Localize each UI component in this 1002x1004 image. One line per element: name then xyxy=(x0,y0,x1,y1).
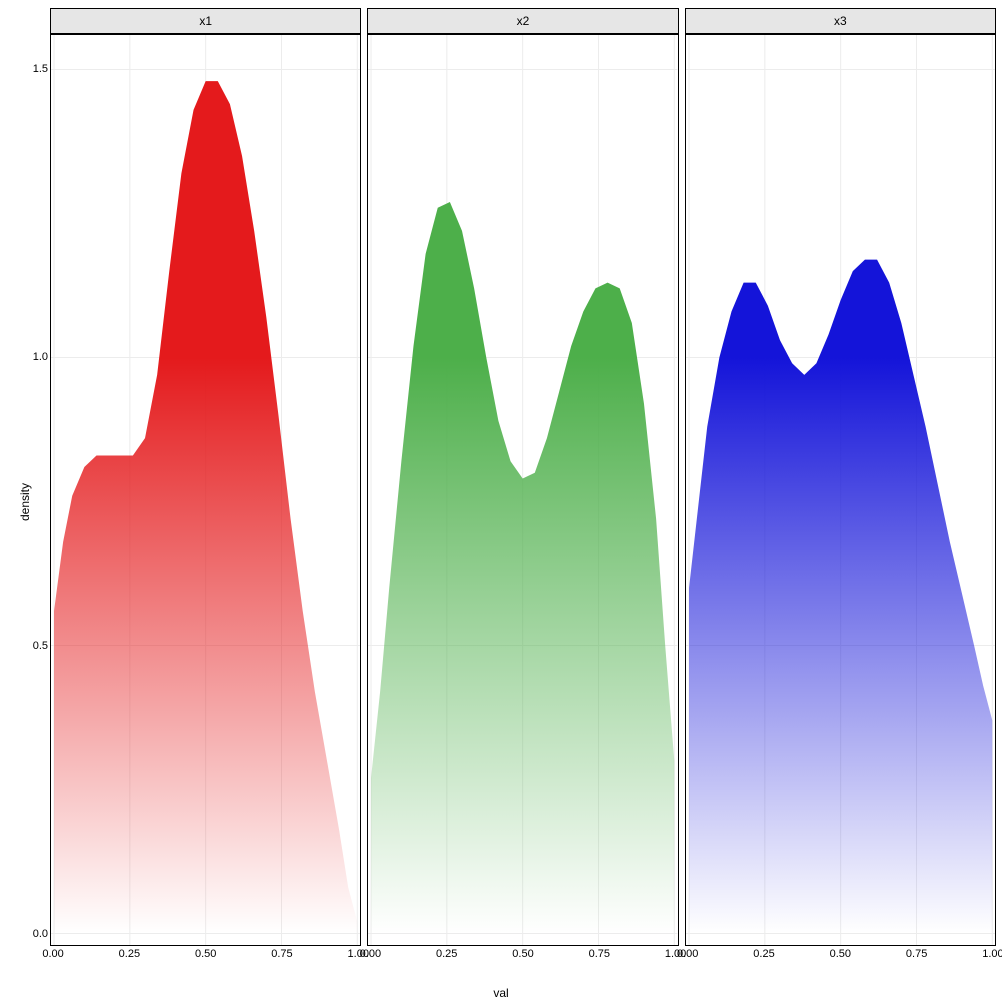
x-tick-label: 0.25 xyxy=(119,948,140,960)
x-tick-label: 0.75 xyxy=(589,948,610,960)
facet-panel: x20.000.250.500.751.00 xyxy=(367,8,678,964)
x-tick-label: 0.25 xyxy=(753,948,774,960)
plot-area xyxy=(685,34,996,946)
facet-panel: x10.000.250.500.751.00 xyxy=(50,8,361,964)
facet-strip: x3 xyxy=(685,8,996,34)
y-tick-label: 1.5 xyxy=(33,63,48,75)
x-tick-label: 0.25 xyxy=(436,948,457,960)
density-fill xyxy=(54,81,357,933)
facet-strip: x1 xyxy=(50,8,361,34)
x-tick-label: 0.50 xyxy=(195,948,216,960)
x-tick-label: 0.75 xyxy=(906,948,927,960)
y-tick-label: 1.0 xyxy=(33,351,48,363)
plot-area xyxy=(367,34,678,946)
density-fill xyxy=(689,260,992,934)
x-tick-label: 0.00 xyxy=(42,948,63,960)
x-axis-ticks: 0.000.250.500.751.00 xyxy=(367,946,678,964)
facet-strip: x2 xyxy=(367,8,678,34)
facet-panel: x30.000.250.500.751.00 xyxy=(685,8,996,964)
x-tick-label: 0.75 xyxy=(271,948,292,960)
x-tick-label: 0.00 xyxy=(360,948,381,960)
y-tick-label: 0.0 xyxy=(33,928,48,940)
x-axis-ticks: 0.000.250.500.751.00 xyxy=(685,946,996,964)
x-tick-label: 0.50 xyxy=(512,948,533,960)
chart-container: density val 0.00.51.01.5 x10.000.250.500… xyxy=(0,0,1002,1004)
plot-area xyxy=(50,34,361,946)
x-axis-title: val xyxy=(493,986,508,1000)
x-axis-ticks: 0.000.250.500.751.00 xyxy=(50,946,361,964)
y-axis-ticks: 0.0 0.5 1.0 1.5 xyxy=(22,34,48,946)
x-tick-label: 1.00 xyxy=(982,948,1002,960)
x-tick-label: 0.50 xyxy=(830,948,851,960)
x-tick-label: 0.00 xyxy=(677,948,698,960)
y-tick-label: 0.5 xyxy=(33,640,48,652)
facet-panels: x10.000.250.500.751.00x20.000.250.500.75… xyxy=(50,8,996,964)
